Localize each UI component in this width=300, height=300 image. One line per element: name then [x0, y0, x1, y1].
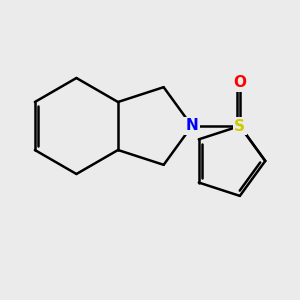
Text: N: N: [185, 118, 198, 134]
Text: O: O: [233, 75, 246, 90]
Text: S: S: [234, 118, 245, 134]
